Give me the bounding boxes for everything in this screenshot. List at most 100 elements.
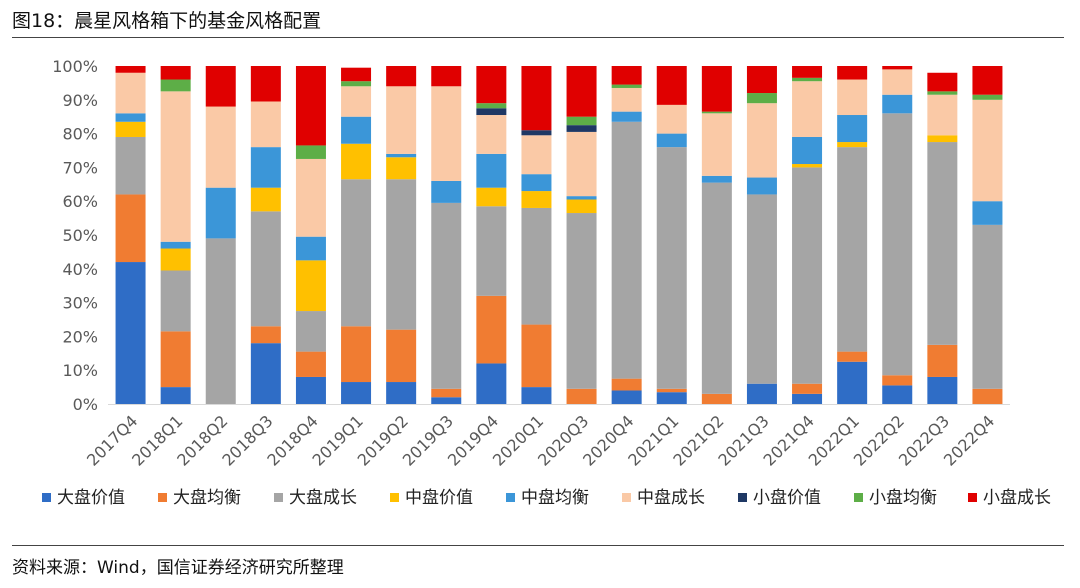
bar-segment [295, 236, 326, 261]
title-divider [12, 37, 1064, 38]
y-axis: 0% 10% 20% 30% 40% 50% 60% 70% 80% 90% 100% [52, 57, 98, 414]
legend-swatch [622, 493, 631, 502]
bar-segment [611, 87, 642, 112]
legend-swatch [390, 493, 399, 502]
bar-segment [160, 241, 191, 249]
bar-segment [160, 248, 191, 271]
bar-segment [476, 363, 507, 404]
bar-segment [115, 194, 146, 263]
bar-segment [837, 351, 868, 362]
bar-segment [701, 393, 732, 404]
bar-segment [972, 94, 1003, 100]
bar-segment [295, 158, 326, 237]
bar-segment [882, 375, 913, 386]
bar-segment [792, 164, 823, 168]
bar-segment [611, 66, 642, 85]
bar-segment [386, 382, 417, 404]
bar-segment [611, 378, 642, 391]
bar-segment [927, 376, 958, 404]
bar-segment [701, 175, 732, 183]
bar-segment [972, 66, 1003, 95]
bar-segment [295, 311, 326, 352]
bar-segment [746, 383, 777, 404]
bar-segment [205, 66, 236, 107]
bar-segment [295, 260, 326, 312]
bar-segment [792, 66, 823, 78]
legend-label: 大盘成长 [289, 488, 357, 508]
bar-segment [656, 147, 687, 389]
bar-segment [792, 136, 823, 165]
bar-segment [656, 104, 687, 134]
bar-segment [250, 187, 281, 212]
bar-segment [115, 136, 146, 195]
bar-segment [566, 199, 597, 214]
legend-label: 大盘均衡 [173, 488, 241, 508]
bar-segment [386, 153, 417, 158]
bar-segment [250, 101, 281, 148]
bar-segment [476, 295, 507, 364]
bar-segment [792, 167, 823, 384]
bar-segment [611, 390, 642, 404]
y-tick-label: 50% [62, 226, 98, 245]
bar-segment [160, 270, 191, 332]
legend-label: 中盘价值 [405, 488, 473, 508]
bar-segment [476, 153, 507, 188]
bar-segment [205, 106, 236, 188]
bar-segment [341, 382, 372, 404]
bar-segment [521, 324, 552, 388]
bar-segment [160, 331, 191, 388]
bar-segment [837, 361, 868, 404]
bar-segment [746, 93, 777, 104]
bar-segment [792, 77, 823, 82]
bar-segment [701, 113, 732, 176]
bar-segment [566, 388, 597, 404]
bar-segment [972, 99, 1003, 202]
bar-segment [566, 131, 597, 197]
figure-title: 图18：晨星风格箱下的基金风格配置 [12, 10, 322, 32]
bar-segment [250, 343, 281, 404]
bar-segment [701, 111, 732, 114]
bar-segment [386, 86, 417, 154]
bar-segment [476, 66, 507, 104]
y-tick-label: 30% [62, 294, 98, 313]
bar-segment [295, 351, 326, 377]
bar-segment [341, 81, 372, 87]
bar-segment [341, 179, 372, 327]
x-tick-label: 2022Q4 [940, 411, 998, 469]
bar-segment [837, 142, 868, 148]
y-tick-label: 70% [62, 158, 98, 177]
bar-segment [611, 84, 642, 88]
bar-segment [927, 142, 958, 345]
bar-segment [386, 179, 417, 330]
legend-label: 大盘价值 [57, 488, 125, 508]
bar-segment [115, 72, 146, 114]
bar-segment [250, 66, 281, 102]
legend-label: 小盘价值 [753, 488, 821, 508]
bar-segment [927, 91, 958, 95]
bar-segment [476, 108, 507, 116]
bar-segment [115, 66, 146, 73]
bar-segment [160, 91, 191, 242]
bar-segment [205, 187, 236, 239]
bar-segment [882, 94, 913, 114]
legend-label: 中盘成长 [637, 488, 705, 508]
bar-segment [431, 397, 462, 404]
bar-segment [250, 326, 281, 344]
bar-segment [295, 376, 326, 404]
legend-swatch [738, 493, 747, 502]
legend-swatch [42, 493, 51, 502]
bar-segment [431, 388, 462, 398]
bar-segment [927, 135, 958, 143]
bar-segment [972, 388, 1003, 404]
bar-segment [746, 194, 777, 384]
bar-segment [837, 66, 868, 80]
y-tick-label: 20% [62, 327, 98, 346]
bar-segment [521, 387, 552, 404]
bar-segment [341, 86, 372, 117]
bar-segment [431, 180, 462, 203]
bar-segment [386, 329, 417, 383]
bar-segment [566, 116, 597, 126]
source-note: 资料来源：Wind，国信证券经济研究所整理 [12, 558, 344, 578]
bar-segment [521, 207, 552, 325]
bar-segment [972, 201, 1003, 225]
